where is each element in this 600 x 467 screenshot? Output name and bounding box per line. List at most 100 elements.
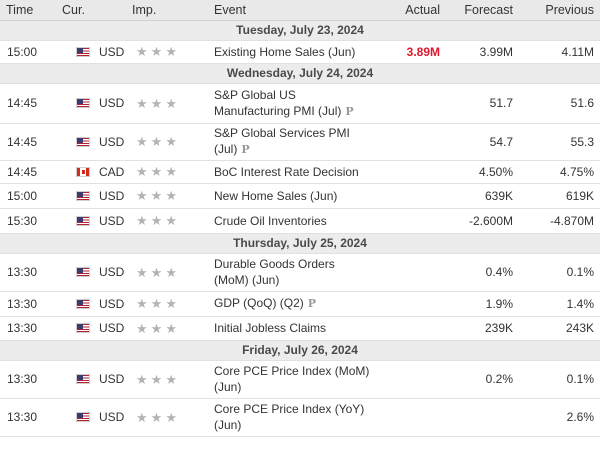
forecast-column-header[interactable]: Forecast <box>446 0 519 21</box>
star-icon: ★ <box>150 95 163 111</box>
importance-cell: ★ ★ ★ <box>126 123 208 161</box>
actual-value <box>376 183 446 209</box>
event-cell[interactable]: Durable Goods Orders (MoM) (Jun) <box>208 253 376 292</box>
actual-value <box>376 316 446 341</box>
star-icon: ★ <box>150 320 163 336</box>
event-time: 15:00 <box>0 40 56 64</box>
importance-stars: ★ ★ ★ <box>132 189 202 202</box>
previous-value: 619K <box>519 183 600 209</box>
currency-code: USD <box>99 372 125 386</box>
star-icon: ★ <box>136 134 148 149</box>
forecast-value: 0.4% <box>446 253 519 292</box>
forecast-value: 639K <box>446 183 519 209</box>
event-cell[interactable]: Core PCE Price Index (MoM) (Jun) <box>208 360 376 399</box>
importance-stars: ★ ★ ★ <box>132 97 202 110</box>
event-name[interactable]: GDP (QoQ) (Q2) <box>214 296 304 310</box>
event-name[interactable]: BoC Interest Rate Decision <box>214 164 359 179</box>
importance-cell: ★ ★ ★ <box>126 253 208 292</box>
importance-column-header[interactable]: Imp. <box>126 0 208 21</box>
importance-stars: ★ ★ ★ <box>132 297 202 310</box>
star-icon: ★ <box>165 134 177 149</box>
date-row: Thursday, July 25, 2024 <box>0 233 600 254</box>
previous-column-header[interactable]: Previous <box>519 0 600 21</box>
event-row[interactable]: 13:30 USD ★ ★ ★ GDP (QoQ) (Q2) P 1.9% 1.4% <box>0 291 600 317</box>
event-name[interactable]: Core PCE Price Index (YoY) (Jun) <box>214 402 365 432</box>
currency-wrap: USD <box>62 134 124 150</box>
importance-stars: ★ ★ ★ <box>132 135 202 148</box>
us-flag-icon <box>76 374 90 384</box>
previous-value: 2.6% <box>519 398 600 437</box>
event-row[interactable]: 13:30 USD ★ ★ ★ Core PCE Price Index (YoY) (J… <box>0 398 600 437</box>
event-name[interactable]: S&P Global US Manufacturing PMI (Jul) <box>214 87 342 118</box>
actual-value <box>376 160 446 184</box>
event-time: 13:30 <box>0 316 56 341</box>
star-icon: ★ <box>136 213 148 228</box>
currency-wrap: USD <box>62 264 124 280</box>
importance-cell: ★ ★ ★ <box>126 40 208 64</box>
event-row[interactable]: 14:45 USD ★ ★ ★ S&P Global US Manufacturing P… <box>0 83 600 124</box>
event-cell[interactable]: Initial Jobless Claims <box>208 316 376 341</box>
us-flag-icon <box>76 136 90 147</box>
calendar-body: Tuesday, July 23, 2024 15:00 USD ★ ★ ★ Existin… <box>0 20 600 437</box>
time-column-header[interactable]: Time <box>0 0 56 21</box>
event-name[interactable]: Crude Oil Inventories <box>214 213 327 228</box>
currency-cell: USD <box>56 40 126 64</box>
currency-cell: USD <box>56 183 126 209</box>
event-row[interactable]: 14:45 CAD ★ ★ ★ BoC Interest Rate Decision 4.5… <box>0 160 600 184</box>
event-row[interactable]: 13:30 USD ★ ★ ★ Durable Goods Orders (MoM) (J… <box>0 253 600 292</box>
event-name[interactable]: Core PCE Price Index (MoM) (Jun) <box>214 364 370 394</box>
event-row[interactable]: 15:30 USD ★ ★ ★ Crude Oil Inventories -2.600M -… <box>0 208 600 234</box>
event-name[interactable]: S&P Global Services PMI (Jul) <box>214 126 350 156</box>
event-row[interactable]: 15:00 USD ★ ★ ★ New Home Sales (Jun) 639K 619K <box>0 183 600 209</box>
event-cell[interactable]: S&P Global US Manufacturing PMI (Jul) P <box>208 83 376 124</box>
event-column-header[interactable]: Event <box>208 0 376 21</box>
forecast-value: 51.7 <box>446 83 519 124</box>
star-icon: ★ <box>150 44 163 59</box>
event-name[interactable]: New Home Sales (Jun) <box>214 188 338 203</box>
star-icon: ★ <box>150 296 163 311</box>
currency-code: USD <box>99 296 125 311</box>
currency-cell: CAD <box>56 160 126 184</box>
currency-code: USD <box>99 213 125 228</box>
actual-value: 3.89M <box>376 40 446 64</box>
previous-value: 51.6 <box>519 83 600 124</box>
event-cell[interactable]: Existing Home Sales (Jun) <box>208 40 376 64</box>
importance-stars: ★ ★ ★ <box>132 165 202 178</box>
actual-value <box>376 83 446 124</box>
star-icon: ★ <box>136 188 148 203</box>
previous-value: 1.4% <box>519 291 600 317</box>
currency-code: USD <box>99 265 125 279</box>
forecast-value: 1.9% <box>446 291 519 317</box>
importance-stars: ★ ★ ★ <box>132 214 202 227</box>
event-name[interactable]: Durable Goods Orders (MoM) (Jun) <box>214 257 335 287</box>
currency-cell: USD <box>56 253 126 292</box>
event-row[interactable]: 13:30 USD ★ ★ ★ Core PCE Price Index (MoM) (J… <box>0 360 600 399</box>
event-name[interactable]: Existing Home Sales (Jun) <box>214 44 356 59</box>
forecast-value: 0.2% <box>446 360 519 399</box>
event-time: 15:00 <box>0 183 56 209</box>
actual-value <box>376 291 446 317</box>
event-row[interactable]: 13:30 USD ★ ★ ★ Initial Jobless Claims 239K 243… <box>0 316 600 341</box>
event-cell[interactable]: BoC Interest Rate Decision <box>208 160 376 184</box>
date-row: Tuesday, July 23, 2024 <box>0 20 600 41</box>
star-icon: ★ <box>136 44 148 59</box>
forecast-value: 4.50% <box>446 160 519 184</box>
star-icon: ★ <box>165 44 177 59</box>
us-flag-icon <box>76 190 90 201</box>
event-row[interactable]: 14:45 USD ★ ★ ★ S&P Global Services PMI (Jul)… <box>0 123 600 161</box>
actual-column-header[interactable]: Actual <box>376 0 446 21</box>
event-name[interactable]: Initial Jobless Claims <box>214 321 327 335</box>
date-label: Thursday, July 25, 2024 <box>0 233 600 254</box>
event-cell[interactable]: New Home Sales (Jun) <box>208 183 376 209</box>
currency-column-header[interactable]: Cur. <box>56 0 126 21</box>
currency-cell: USD <box>56 316 126 341</box>
event-cell[interactable]: Core PCE Price Index (YoY) (Jun) <box>208 398 376 437</box>
event-cell[interactable]: S&P Global Services PMI (Jul) P <box>208 123 376 161</box>
importance-cell: ★ ★ ★ <box>126 83 208 124</box>
importance-cell: ★ ★ ★ <box>126 183 208 209</box>
event-row[interactable]: 15:00 USD ★ ★ ★ Existing Home Sales (Jun) 3.89… <box>0 40 600 64</box>
importance-stars: ★ ★ ★ <box>132 45 202 58</box>
event-cell[interactable]: GDP (QoQ) (Q2) P <box>208 291 376 317</box>
event-cell[interactable]: Crude Oil Inventories <box>208 208 376 234</box>
currency-cell: USD <box>56 83 126 124</box>
